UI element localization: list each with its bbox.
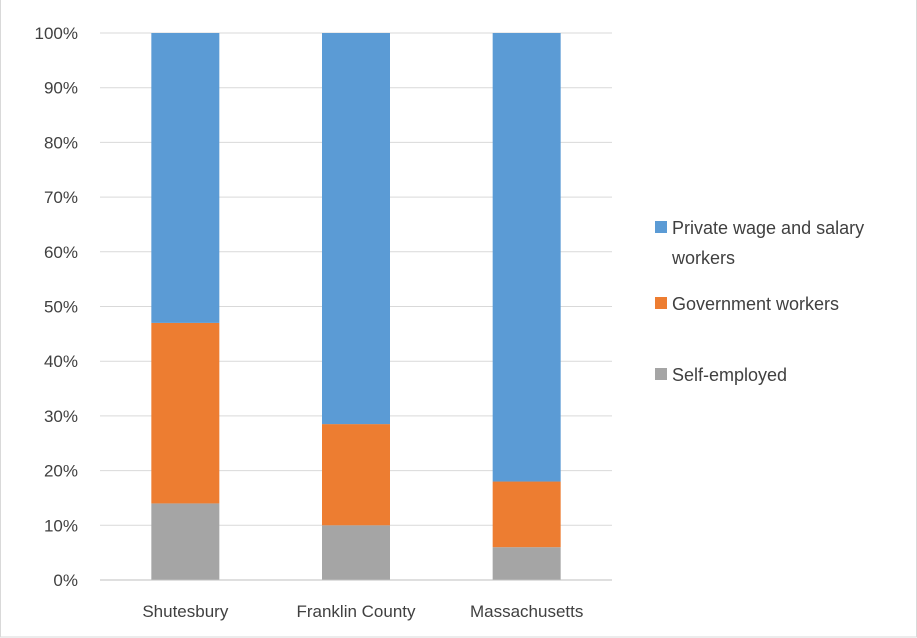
y-tick-label: 30% bbox=[44, 407, 78, 426]
x-category-label: Shutesbury bbox=[142, 602, 228, 621]
legend: Private wage and salary workers Government… bbox=[655, 218, 864, 385]
bar-segment-government-workers bbox=[322, 424, 390, 526]
bar-segment-private-wage-and-salary-workers bbox=[322, 33, 390, 425]
y-tick-label: 90% bbox=[44, 79, 78, 98]
x-category-label: Franklin County bbox=[296, 602, 416, 621]
bar-segment-private-wage-and-salary-workers bbox=[151, 33, 220, 323]
y-tick-label: 20% bbox=[44, 462, 78, 481]
y-tick-label: 0% bbox=[53, 571, 78, 590]
bar-segment-government-workers bbox=[151, 322, 220, 504]
y-tick-label: 60% bbox=[44, 243, 78, 262]
y-tick-label: 10% bbox=[44, 516, 78, 535]
bar-segment-self-employed bbox=[322, 525, 390, 580]
legend-swatch bbox=[655, 368, 667, 380]
legend-swatch bbox=[655, 221, 667, 233]
legend-label: Private wage and salary workers bbox=[671, 218, 864, 268]
bar-segment-private-wage-and-salary-workers bbox=[492, 33, 561, 482]
y-tick-label: 70% bbox=[44, 188, 78, 207]
bar-segment-self-employed bbox=[492, 547, 561, 580]
y-tick-label: 80% bbox=[44, 133, 78, 152]
y-tick-label: 50% bbox=[44, 298, 78, 317]
x-axis-labels: Shutesbury Franklin County Massachusetts bbox=[142, 602, 583, 621]
legend-swatch bbox=[655, 297, 667, 309]
bar-segment-government-workers bbox=[492, 481, 561, 548]
x-category-label: Massachusetts bbox=[470, 602, 583, 621]
y-tick-label: 100% bbox=[35, 24, 78, 43]
y-tick-label: 40% bbox=[44, 352, 78, 371]
legend-label: Government workers bbox=[672, 294, 839, 314]
legend-label: Self-employed bbox=[672, 365, 787, 385]
y-axis-ticks: 0% 10% 20% 30% 40% 50% 60% 70% 80% 90% 100% bbox=[35, 24, 78, 590]
bars bbox=[151, 33, 561, 580]
bar-segment-self-employed bbox=[151, 503, 220, 580]
